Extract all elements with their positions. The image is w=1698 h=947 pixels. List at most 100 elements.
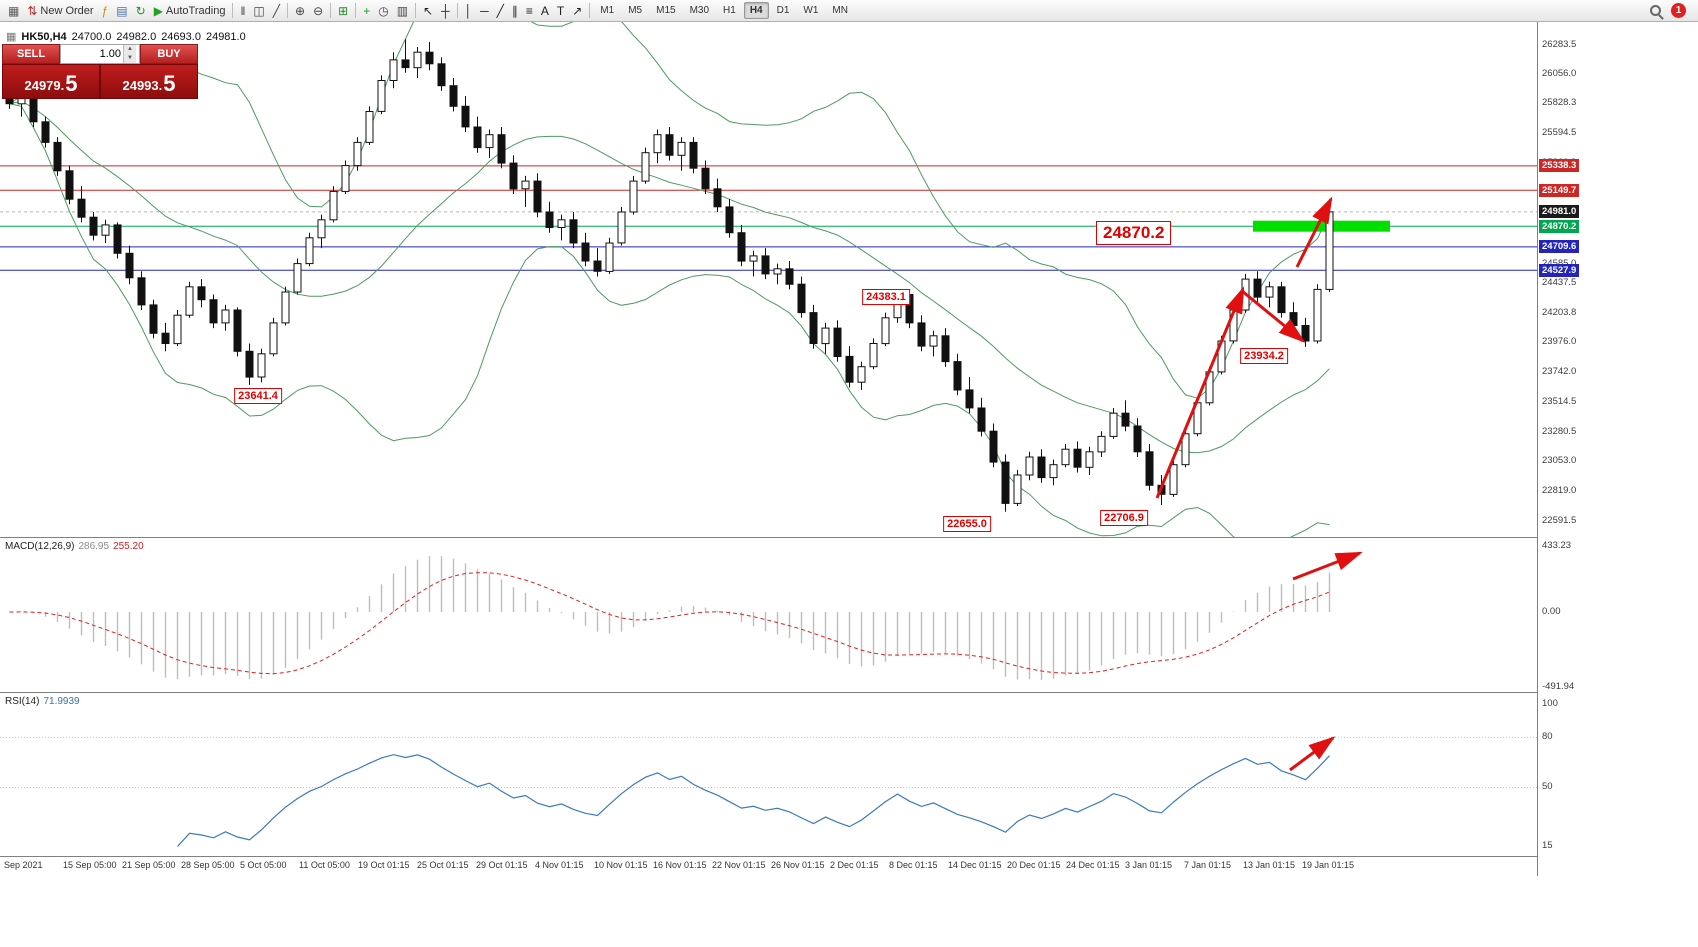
time-label-22: 13 Jan 01:15 <box>1243 860 1296 870</box>
templates-icon: ▥ <box>396 3 409 18</box>
zoom-out-icon[interactable]: ⊖ <box>309 2 327 20</box>
cursor-icon[interactable]: ↖ <box>419 2 437 20</box>
period-icon: ◷ <box>378 3 389 18</box>
macd-signal-value: 255.20 <box>113 541 144 552</box>
autotrading-button: ▶ <box>153 3 163 18</box>
horizontal-line-icon[interactable]: ─ <box>476 2 493 20</box>
label-icon[interactable]: T <box>553 2 568 20</box>
price-axis-label-24203.8: 24203.8 <box>1542 306 1577 318</box>
trend-arrow-3[interactable] <box>1295 196 1333 268</box>
notification-badge[interactable]: 1 <box>1671 3 1686 18</box>
timeframe-m15-button[interactable]: M15 <box>656 5 676 16</box>
horizontal-line-icon: ─ <box>480 3 489 18</box>
price-line-label-25338.3: 25338.3 <box>1539 159 1580 173</box>
time-label-4: 28 Sep 05:00 <box>181 860 235 870</box>
chart-profiles-icon[interactable]: ▤ <box>112 2 131 20</box>
time-label-3: 21 Sep 05:00 <box>122 860 176 870</box>
volume-up-button[interactable]: ▲ <box>123 45 136 54</box>
period-icon[interactable]: ◷ <box>374 2 392 20</box>
bollinger-upper-band[interactable] <box>9 22 1330 399</box>
price-chart-pane[interactable] <box>0 22 1537 537</box>
ohlc-high: 24982.0 <box>116 30 157 43</box>
tile-windows-icon[interactable]: ⊞ <box>334 2 352 20</box>
indicators-icon[interactable]: + <box>359 2 374 20</box>
trend-arrow-1[interactable] <box>1155 286 1245 499</box>
bollinger-lower-band[interactable] <box>9 103 1330 537</box>
refresh-icon[interactable]: ↻ <box>132 2 150 20</box>
price-line-label-24527.9: 24527.9 <box>1539 263 1580 277</box>
channel-icon[interactable]: ∥ <box>508 2 522 20</box>
time-label-11: 10 Nov 01:15 <box>594 860 648 870</box>
text-icon[interactable]: A <box>537 2 553 20</box>
channel-icon: ∥ <box>511 3 518 18</box>
time-label-18: 20 Dec 01:15 <box>1007 860 1061 870</box>
toolbar-separator <box>456 3 458 18</box>
sell-button[interactable]: SELL <box>2 44 60 64</box>
volume-down-button[interactable]: ▼ <box>123 54 136 63</box>
trendline-icon[interactable]: ╱ <box>493 2 508 20</box>
zoom-in-icon[interactable]: ⊕ <box>291 2 309 20</box>
bollinger-middle-band[interactable] <box>9 100 1330 454</box>
search-icon[interactable] <box>1650 5 1661 16</box>
macd-axis-label--491.94: -491.94 <box>1542 680 1575 692</box>
timeframe-h1-button[interactable]: H1 <box>723 5 736 16</box>
support-zone-rectangle[interactable] <box>1253 220 1390 232</box>
rsi-value: 71.9939 <box>43 696 80 707</box>
timeframe-w1-button[interactable]: W1 <box>803 5 819 16</box>
bar-chart-icon: ‖ <box>240 3 246 18</box>
price-line-label-24981.0: 24981.0 <box>1539 205 1580 219</box>
price-line-label-25149.7: 25149.7 <box>1539 183 1580 197</box>
chart-profiles-icon: ▤ <box>116 3 128 18</box>
price-axis-label-26056.0: 26056.0 <box>1542 67 1577 79</box>
new-order-button: ⇅ <box>27 3 38 18</box>
new-order-button[interactable]: ⇅ New Order <box>23 2 97 20</box>
rsi-trend-arrow[interactable] <box>1289 736 1336 772</box>
price-axis[interactable]: 26283.526056.025828.325594.525366.824585… <box>1537 22 1599 876</box>
timeframe-d1-button[interactable]: D1 <box>776 5 790 16</box>
rsi-indicator-pane[interactable] <box>0 692 1537 856</box>
candlestick-chart-icon[interactable]: ◫ <box>249 2 268 20</box>
time-label-14: 26 Nov 01:15 <box>771 860 825 870</box>
label-icon: T <box>556 3 565 18</box>
charts-icon: ▦ <box>4 2 23 20</box>
autotrading-button-label: AutoTrading <box>165 4 226 17</box>
price-axis-label-23976.0: 23976.0 <box>1542 336 1577 347</box>
price-line-label-24709.6: 24709.6 <box>1539 240 1580 254</box>
macd-axis-label-0.00: 0.00 <box>1542 605 1561 617</box>
timeframe-m1-button[interactable]: M1 <box>600 5 615 16</box>
time-axis[interactable]: Sep 2021 15 Sep 05:00 21 Sep 05:00 28 Sep 0… <box>0 856 1537 876</box>
time-label-6: 11 Oct 05:00 <box>299 860 350 870</box>
timeframe-h4-button[interactable]: H4 <box>743 2 769 19</box>
sell-price[interactable]: 24979. 5 <box>2 64 100 99</box>
price-axis-label-22591.5: 22591.5 <box>1542 514 1577 526</box>
volume-field: ▲ ▼ <box>60 44 140 64</box>
bar-chart-icon[interactable]: ‖ <box>236 2 249 20</box>
toolbar-buttons-group: ▦ ⇅ New Order ƒ ▤ ↻ ▶ AutoTrading ‖ ◫ ╱ ⊕ ⊖ ⊞ + ◷ ▥ ↖ ┼ │ ─ ╱… <box>4 2 593 20</box>
time-label-7: 19 Oct 01:15 <box>358 860 410 870</box>
time-label-20: 3 Jan 01:15 <box>1125 860 1173 870</box>
buy-price[interactable]: 24993. 5 <box>100 64 198 99</box>
autotrading-button[interactable]: ▶ AutoTrading <box>150 2 230 20</box>
crosshair-icon[interactable]: ┼ <box>437 2 454 20</box>
volume-input[interactable] <box>61 45 123 63</box>
macd-histogram <box>20 556 1331 680</box>
macd-indicator-pane[interactable] <box>0 537 1537 692</box>
templates-icon[interactable]: ▥ <box>393 2 412 20</box>
buy-button[interactable]: BUY <box>140 44 198 64</box>
toolbar-separator <box>330 3 332 18</box>
timeframe-mn-button[interactable]: MN <box>832 5 848 16</box>
macd-trend-arrow[interactable] <box>1292 551 1363 581</box>
time-label-19: 24 Dec 01:15 <box>1066 860 1120 870</box>
timeframe-m5-button[interactable]: M5 <box>628 5 643 16</box>
expert-advisors-icon[interactable]: ƒ <box>98 2 113 20</box>
price-axis-label-25828.3: 25828.3 <box>1542 97 1577 109</box>
rsi-axis-label-100: 100 <box>1542 697 1558 709</box>
arrows-icon[interactable]: ↗ <box>568 2 586 20</box>
fibonacci-icon[interactable]: ≡ <box>522 2 537 20</box>
line-chart-icon[interactable]: ╱ <box>269 2 284 20</box>
price-axis-label-24437.5: 24437.5 <box>1542 276 1577 288</box>
vertical-line-icon[interactable]: │ <box>461 2 477 20</box>
timeframe-m30-button[interactable]: M30 <box>689 5 710 16</box>
zoom-out-icon: ⊖ <box>313 3 324 18</box>
trend-arrow-2[interactable] <box>1241 289 1306 343</box>
